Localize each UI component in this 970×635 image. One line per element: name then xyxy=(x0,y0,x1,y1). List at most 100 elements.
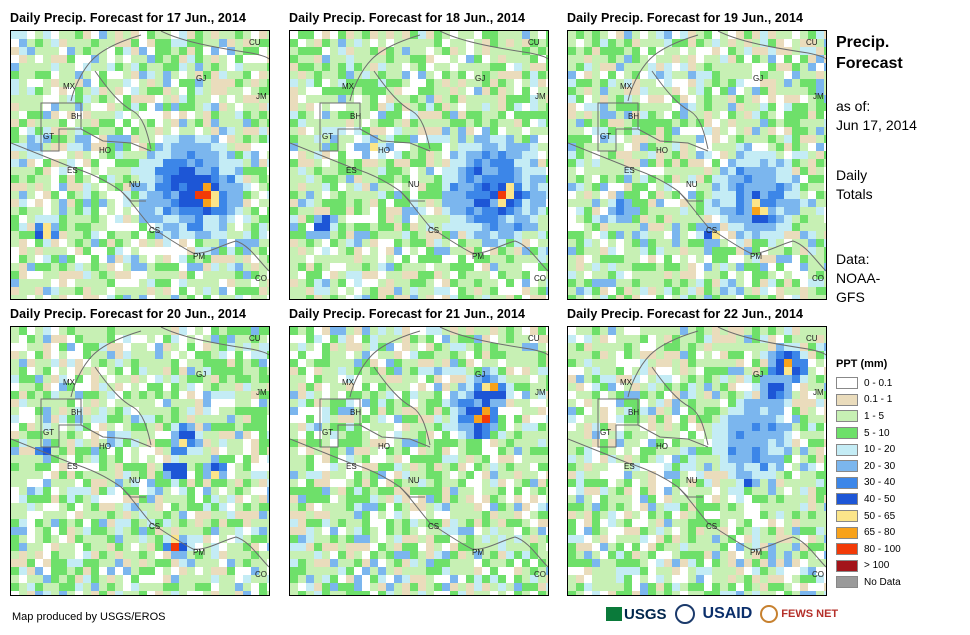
seal-icon xyxy=(674,604,695,624)
precip-legend: 0 - 0.1 0.1 - 1 1 - 5 5 - 10 10 - 20 20 - 30 3… xyxy=(836,375,901,591)
forecast-map-21-jun: CU MX GJ JM BH GT HO ES NU CS PM CO xyxy=(289,326,549,596)
forecast-map-20-jun: CU MX GJ JM BH GT HO ES NU CS PM CO xyxy=(10,326,270,596)
legend-swatch xyxy=(836,576,858,589)
data-source-block: Data: NOAA- GFS xyxy=(836,250,880,307)
panel-title-3: Daily Precip. Forecast for 19 Jun., 2014 xyxy=(567,11,804,25)
country-label-nu: NU xyxy=(686,476,698,485)
sidebar-title-line2: Forecast xyxy=(836,55,903,72)
country-label-jm: JM xyxy=(256,92,267,101)
country-label-co: CO xyxy=(534,570,546,579)
country-label-mx: MX xyxy=(63,378,76,387)
country-label-cs: CS xyxy=(149,226,160,235)
panel-title-5: Daily Precip. Forecast for 21 Jun., 2014 xyxy=(289,307,526,321)
country-label-jm: JM xyxy=(535,92,546,101)
legend-swatch xyxy=(836,377,858,390)
country-label-jm: JM xyxy=(813,388,824,397)
country-label-gt: GT xyxy=(600,132,611,141)
country-label-cu: CU xyxy=(249,38,261,47)
precip-raster: CU MX GJ JM BH GT HO ES NU CS PM CO xyxy=(290,31,548,299)
coastline xyxy=(290,31,548,272)
country-borders xyxy=(319,398,431,498)
legend-label: 50 - 65 xyxy=(864,510,896,522)
panel-title-2: Daily Precip. Forecast for 18 Jun., 2014 xyxy=(289,11,526,25)
country-borders xyxy=(40,102,152,202)
country-label-cs: CS xyxy=(428,226,439,235)
country-label-mx: MX xyxy=(342,378,355,387)
country-label-ho: HO xyxy=(656,146,668,155)
country-label-ho: HO xyxy=(378,146,390,155)
precip-raster: CU MX GJ JM BH GT HO ES NU CS PM CO xyxy=(11,327,269,595)
country-label-jm: JM xyxy=(535,388,546,397)
country-label-bh: BH xyxy=(628,408,639,417)
sidebar-title: Precip. Forecast xyxy=(836,32,903,74)
country-label-pm: PM xyxy=(193,548,205,557)
legend-swatch xyxy=(836,427,858,440)
country-label-es: ES xyxy=(624,166,635,175)
country-borders xyxy=(40,398,152,498)
legend-label: 40 - 50 xyxy=(864,493,896,505)
legend-item: 5 - 10 xyxy=(836,425,901,442)
legend-item: 20 - 30 xyxy=(836,458,901,475)
legend-label: 5 - 10 xyxy=(864,427,890,439)
country-label-gj: GJ xyxy=(475,370,485,379)
as-of-date: Jun 17, 2014 xyxy=(836,117,917,133)
country-label-ho: HO xyxy=(378,442,390,451)
country-label-co: CO xyxy=(534,274,546,283)
country-label-nu: NU xyxy=(129,476,141,485)
data-label: Data: xyxy=(836,251,870,267)
legend-swatch xyxy=(836,493,858,506)
country-label-cu: CU xyxy=(806,38,818,47)
coastline xyxy=(568,31,826,272)
legend-item: 30 - 40 xyxy=(836,475,901,492)
fews-net-logo: FEWS NET xyxy=(760,605,838,623)
legend-swatch xyxy=(836,559,858,572)
country-label-nu: NU xyxy=(686,180,698,189)
country-label-jm: JM xyxy=(813,92,824,101)
country-label-co: CO xyxy=(255,274,267,283)
fews-logo-text: FEWS NET xyxy=(781,608,839,620)
legend-item: 80 - 100 xyxy=(836,541,901,558)
country-label-es: ES xyxy=(67,462,78,471)
country-label-gt: GT xyxy=(43,132,54,141)
country-label-gt: GT xyxy=(43,428,54,437)
legend-swatch xyxy=(836,526,858,539)
country-label-pm: PM xyxy=(750,548,762,557)
panel-title-4: Daily Precip. Forecast for 20 Jun., 2014 xyxy=(10,307,247,321)
country-label-pm: PM xyxy=(472,548,484,557)
country-label-nu: NU xyxy=(408,180,420,189)
legend-swatch xyxy=(836,510,858,523)
country-label-cs: CS xyxy=(149,522,160,531)
coastline xyxy=(568,327,826,568)
country-label-gj: GJ xyxy=(475,74,485,83)
legend-swatch xyxy=(836,460,858,473)
country-label-ho: HO xyxy=(99,146,111,155)
country-label-gt: GT xyxy=(322,132,333,141)
country-label-es: ES xyxy=(346,166,357,175)
precip-raster: CU MX GJ JM BH GT HO ES NU CS PM CO xyxy=(568,31,826,299)
country-label-ho: HO xyxy=(99,442,111,451)
legend-item: 10 - 20 xyxy=(836,441,901,458)
country-label-co: CO xyxy=(812,570,824,579)
legend-item: 1 - 5 xyxy=(836,408,901,425)
legend-item: 40 - 50 xyxy=(836,491,901,508)
daily-label: Daily xyxy=(836,167,868,183)
country-label-nu: NU xyxy=(408,476,420,485)
legend-label: 20 - 30 xyxy=(864,460,896,472)
forecast-map-19-jun: CU MX GJ JM BH GT HO ES NU CS PM CO xyxy=(567,30,827,300)
country-label-mx: MX xyxy=(620,82,633,91)
country-label-mx: MX xyxy=(342,82,355,91)
country-label-pm: PM xyxy=(472,252,484,261)
as-of-label: as of: xyxy=(836,98,871,114)
forecast-map-18-jun: CU MX GJ JM BH GT HO ES NU CS PM CO xyxy=(289,30,549,300)
legend-label: 80 - 100 xyxy=(864,543,901,555)
country-label-gj: GJ xyxy=(196,74,206,83)
legend-label: 10 - 20 xyxy=(864,444,896,456)
country-label-gj: GJ xyxy=(753,370,763,379)
legend-label: 65 - 80 xyxy=(864,527,896,539)
country-borders xyxy=(597,398,709,498)
coastline xyxy=(290,327,548,568)
country-label-cu: CU xyxy=(528,334,540,343)
partner-logos: USGS USAID FEWS NET xyxy=(606,604,838,624)
country-label-mx: MX xyxy=(620,378,633,387)
legend-swatch xyxy=(836,410,858,423)
